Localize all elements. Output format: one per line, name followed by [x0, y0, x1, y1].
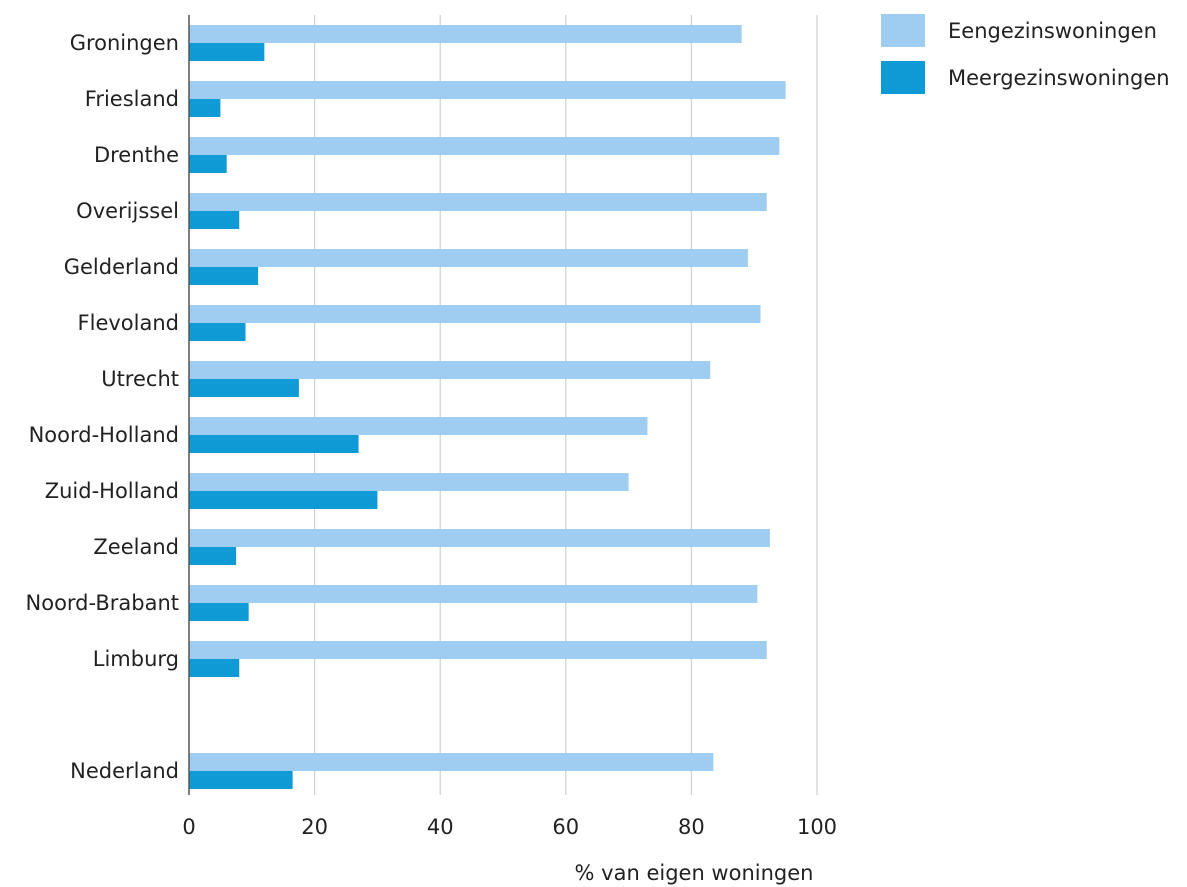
bar-eengezins-zeeland [189, 529, 770, 547]
bar-eengezins-drenthe [189, 137, 780, 155]
legend-label: Eengezinswoningen [948, 19, 1157, 43]
category-label: Limburg [93, 647, 179, 671]
x-tick-label: 20 [301, 815, 328, 839]
x-tick-label: 100 [797, 815, 837, 839]
bar-eengezins-zuid-holland [189, 473, 629, 491]
bar-meergezins-noord-brabant [189, 603, 249, 621]
bar-meergezins-groningen [189, 43, 265, 61]
bar-meergezins-overijssel [189, 211, 240, 229]
bar-meergezins-nederland [189, 771, 293, 789]
bar-eengezins-gelderland [189, 249, 748, 267]
category-label: Friesland [85, 87, 179, 111]
category-label: Groningen [70, 31, 179, 55]
bar-meergezins-drenthe [189, 155, 227, 173]
bar-meergezins-flevoland [189, 323, 246, 341]
category-label: Utrecht [101, 367, 179, 391]
bar-meergezins-zeeland [189, 547, 237, 565]
legend-swatch-eengezins [881, 14, 925, 47]
x-tick-labels: 0 20 40 60 80 100 [182, 815, 837, 839]
x-tick-label: 0 [182, 815, 195, 839]
bar-eengezins-nederland [189, 753, 714, 771]
legend: Eengezinswoningen Meergezinswoningen [881, 14, 1170, 94]
bars [189, 25, 786, 789]
bar-eengezins-limburg [189, 641, 767, 659]
x-tick-label: 40 [427, 815, 454, 839]
bar-meergezins-gelderland [189, 267, 259, 285]
legend-swatch-meergezins [881, 61, 925, 94]
category-label: Gelderland [64, 255, 179, 279]
bar-eengezins-utrecht [189, 361, 711, 379]
bar-eengezins-overijssel [189, 193, 767, 211]
category-label: Noord-Holland [29, 423, 179, 447]
category-label: Flevoland [78, 311, 179, 335]
bar-eengezins-noord-holland [189, 417, 648, 435]
category-labels: Groningen Friesland Drenthe Overijssel Gelde… [26, 31, 179, 783]
category-label: Drenthe [94, 143, 179, 167]
legend-label: Meergezinswoningen [948, 66, 1170, 90]
bar-meergezins-noord-holland [189, 435, 359, 453]
bar-eengezins-flevoland [189, 305, 761, 323]
category-label: Nederland [70, 759, 179, 783]
category-label: Zuid-Holland [45, 479, 179, 503]
category-label: Zeeland [93, 535, 179, 559]
x-axis-title: % van eigen woningen [575, 861, 814, 885]
bar-eengezins-friesland [189, 81, 786, 99]
bar-meergezins-zuid-holland [189, 491, 378, 509]
bar-eengezins-groningen [189, 25, 742, 43]
bar-meergezins-friesland [189, 99, 221, 117]
bar-eengezins-noord-brabant [189, 585, 758, 603]
gridlines [314, 15, 818, 795]
x-tick-label: 80 [678, 815, 705, 839]
category-label: Overijssel [76, 199, 179, 223]
bar-meergezins-utrecht [189, 379, 299, 397]
bar-meergezins-limburg [189, 659, 240, 677]
category-label: Noord-Brabant [26, 591, 179, 615]
x-tick-label: 60 [552, 815, 579, 839]
